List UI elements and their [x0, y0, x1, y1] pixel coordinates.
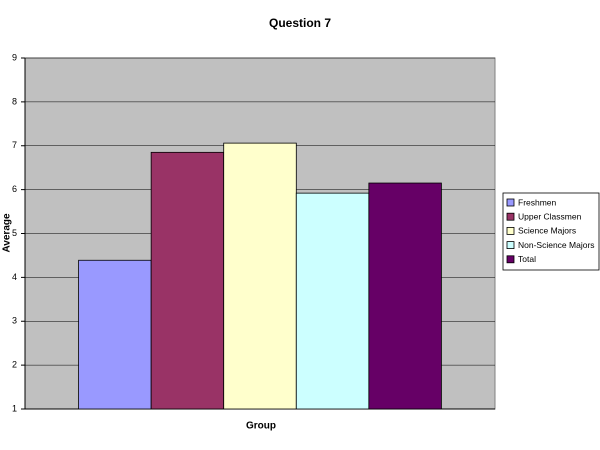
y-tick-label: 9: [12, 52, 17, 62]
y-tick-label: 4: [12, 272, 17, 282]
x-axis-label: Group: [246, 421, 276, 432]
legend-swatch: [506, 226, 515, 235]
legend-label: Non-Science Majors: [518, 240, 595, 250]
y-tick-label: 1: [12, 403, 17, 413]
legend-label: Freshmen: [518, 197, 557, 207]
y-tick-label: 8: [12, 96, 17, 106]
legend-swatch: [506, 212, 515, 221]
y-axis-label: Average: [2, 213, 13, 253]
bar: [150, 151, 225, 410]
bar: [368, 182, 442, 410]
bar: [78, 259, 152, 410]
chart-title: Question 7: [269, 16, 331, 30]
y-tick-label: 6: [12, 184, 17, 194]
legend-swatch: [506, 241, 515, 250]
legend-label: Science Majors: [518, 226, 576, 236]
y-tick-label: 7: [12, 140, 17, 150]
y-tick-label: 2: [12, 360, 17, 370]
bar: [223, 142, 297, 410]
legend-box: [502, 192, 600, 271]
legend-swatch: [506, 198, 515, 207]
legend-swatch: [506, 255, 515, 264]
bar: [295, 192, 370, 410]
legend-label: Total: [518, 254, 536, 264]
y-tick-label: 5: [12, 228, 17, 238]
y-tick-label: 3: [12, 316, 17, 326]
legend-label: Upper Classmen: [518, 211, 582, 221]
